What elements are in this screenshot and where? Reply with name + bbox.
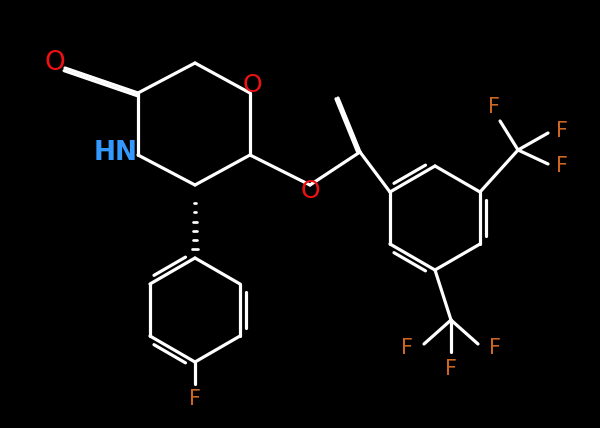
Text: F: F [488, 97, 500, 117]
Text: HN: HN [94, 140, 138, 166]
Text: F: F [489, 338, 501, 358]
Text: O: O [44, 50, 65, 76]
Text: O: O [300, 179, 320, 203]
Text: O: O [242, 73, 262, 97]
Text: F: F [556, 156, 568, 176]
Text: F: F [445, 359, 457, 379]
Text: F: F [556, 121, 568, 141]
Text: F: F [401, 338, 413, 358]
Text: F: F [189, 389, 201, 409]
